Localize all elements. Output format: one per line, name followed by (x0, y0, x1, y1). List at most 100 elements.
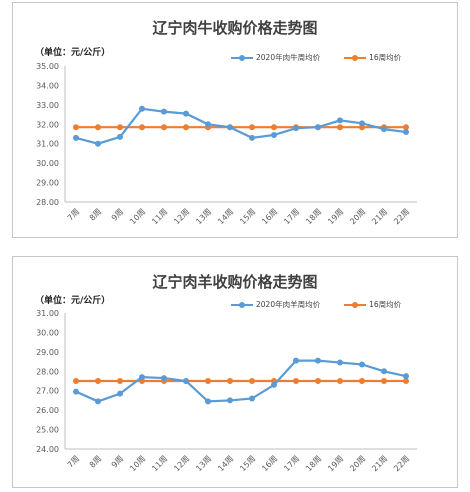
data-point-weekly (205, 398, 211, 405)
unit-label: （单位：元/公斤） (35, 48, 111, 58)
data-point-weekly (117, 133, 123, 140)
x-tick-label: 22周 (392, 454, 411, 473)
data-point-weekly (161, 108, 167, 115)
data-point-average (337, 378, 343, 384)
data-point-average (381, 378, 387, 384)
y-tick-label: 29.00 (36, 348, 59, 357)
data-point-average (73, 378, 79, 384)
data-point-weekly (315, 124, 321, 131)
data-point-average (139, 124, 145, 131)
legend: 2020年肉牛周均价 16周均价 (231, 52, 425, 63)
chart-title: 辽宁肉羊收购价格走势图 (152, 273, 318, 291)
legend-label: 2020年肉羊周均价 (256, 300, 321, 309)
x-tick-label: 13周 (194, 454, 213, 473)
data-point-weekly (359, 120, 365, 127)
data-point-weekly (161, 375, 167, 382)
plot-area: 28.00 29.00 30.00 31.00 32.00 33.00 34.00 35.00… (36, 62, 417, 226)
x-tick-label: 19周 (326, 454, 345, 473)
x-tick-label: 11周 (150, 207, 169, 226)
data-point-weekly (227, 397, 233, 404)
y-tick-label: 31.00 (36, 309, 59, 318)
data-point-weekly (271, 381, 277, 388)
data-point-average (293, 378, 299, 384)
x-tick-label: 8周 (88, 207, 104, 223)
y-tick-label: 32.00 (36, 120, 59, 129)
chart-title: 辽宁肉牛收购价格走势图 (152, 19, 318, 37)
legend-item-weekly: 2020年肉羊周均价 (231, 299, 320, 310)
y-tick-label: 24.00 (36, 445, 59, 454)
x-tick-label: 8周 (88, 454, 104, 470)
data-point-average (271, 124, 277, 131)
x-tick-label: 12周 (172, 207, 191, 226)
legend-label: 16周均价 (369, 300, 402, 309)
data-point-weekly (337, 359, 343, 366)
y-tick-label: 35.00 (36, 62, 59, 71)
legend-swatch (231, 54, 253, 61)
series-line-weekly (75, 359, 407, 403)
data-point-average (249, 124, 255, 131)
data-point-weekly (271, 131, 277, 138)
data-point-average (161, 124, 167, 131)
legend-item-average: 16周均价 (344, 299, 401, 310)
data-point-average (403, 124, 409, 131)
data-point-weekly (95, 140, 101, 147)
data-point-weekly (293, 357, 299, 364)
x-tick-label: 7周 (66, 454, 82, 470)
data-point-weekly (139, 105, 145, 112)
y-tick-label: 26.00 (36, 406, 59, 415)
data-point-weekly (139, 374, 145, 381)
x-tick-label: 17周 (282, 207, 301, 226)
x-tick-label: 12周 (172, 454, 191, 473)
data-point-average (227, 378, 233, 384)
data-point-average (403, 378, 409, 384)
data-point-weekly (381, 126, 387, 133)
data-point-weekly (315, 357, 321, 364)
y-tick-label: 25.00 (36, 426, 59, 435)
data-point-average (249, 378, 255, 384)
legend-swatch (344, 301, 367, 308)
data-point-weekly (205, 121, 211, 128)
data-point-weekly (337, 117, 343, 124)
data-point-weekly (227, 124, 233, 131)
data-point-weekly (73, 134, 79, 141)
data-point-average (95, 124, 101, 131)
y-tick-label: 34.00 (36, 81, 59, 90)
x-tick-label: 20周 (348, 207, 367, 226)
x-tick-label: 19周 (326, 207, 345, 226)
data-point-average (315, 378, 321, 384)
x-tick-label: 17周 (282, 454, 301, 473)
x-tick-label: 22周 (392, 207, 411, 226)
legend-item-weekly: 2020年肉牛周均价 (231, 52, 320, 63)
x-tick-label: 14周 (216, 207, 235, 226)
x-tick-label: 16周 (260, 207, 279, 226)
y-tick-label: 31.00 (36, 140, 59, 149)
data-point-weekly (73, 388, 79, 395)
x-tick-label: 20周 (348, 454, 367, 473)
x-tick-label: 21周 (370, 454, 389, 473)
data-point-weekly (403, 129, 409, 136)
x-tick-label: 9周 (110, 207, 126, 223)
x-tick-label: 11周 (150, 454, 169, 473)
legend-label: 2020年肉牛周均价 (256, 53, 321, 62)
data-point-weekly (117, 390, 123, 397)
x-tick-label: 10周 (128, 454, 147, 473)
data-point-weekly (249, 395, 255, 402)
y-tick-label: 28.00 (36, 367, 59, 376)
data-point-weekly (403, 373, 409, 380)
x-tick-label: 15周 (238, 207, 257, 226)
data-point-weekly (249, 134, 255, 141)
data-point-average (95, 378, 101, 384)
y-tick-label: 29.00 (36, 179, 59, 188)
data-point-weekly (183, 378, 189, 384)
x-tick-label: 15周 (238, 454, 257, 473)
data-point-average (117, 378, 123, 384)
y-tick-label: 30.00 (36, 159, 59, 168)
y-tick-label: 30.00 (36, 328, 59, 337)
data-point-average (205, 378, 211, 384)
x-tick-label: 18周 (304, 454, 323, 473)
data-point-average (73, 124, 79, 131)
data-point-weekly (293, 125, 299, 132)
data-point-weekly (359, 361, 365, 368)
x-tick-label: 21周 (370, 207, 389, 226)
data-point-average (359, 378, 365, 384)
